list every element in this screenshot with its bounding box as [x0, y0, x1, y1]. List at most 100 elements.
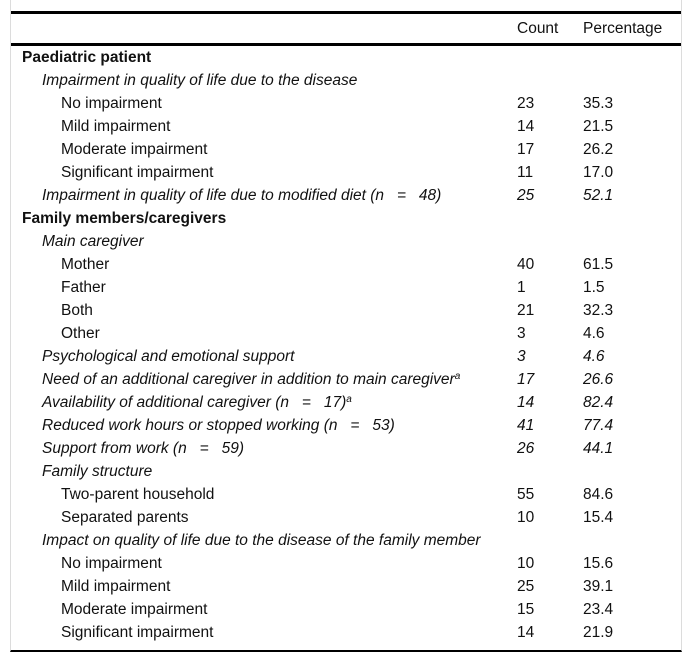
row-label-text: Impairment in quality of life due to mod… [42, 186, 442, 204]
table-row: Need of an additional caregiver in addit… [11, 368, 681, 391]
footnote-marker: a [454, 370, 461, 382]
table-row: No impairment 10 15.6 [11, 552, 681, 575]
row-label-text: Two-parent household [61, 485, 215, 503]
row-percentage: 1.5 [583, 278, 605, 296]
row-count: 25 [517, 186, 535, 204]
row-count: 14 [517, 393, 535, 411]
row-count: 1 [517, 278, 526, 296]
table-row: Moderate impairment 15 23.4 [11, 598, 681, 621]
row-count: 21 [517, 301, 535, 319]
row-percentage: 26.2 [583, 140, 614, 158]
row-label-text: Mild impairment [61, 117, 171, 135]
table-row: Both 21 32.3 [11, 299, 681, 322]
row-percentage: 35.3 [583, 94, 614, 112]
row-label-text: Reduced work hours or stopped working (n… [42, 416, 395, 434]
row-label-text: Both [61, 301, 93, 319]
row-count: 40 [517, 255, 535, 273]
row-label-text: Mild impairment [61, 577, 171, 595]
table-header-row: Count Percentage [11, 14, 681, 43]
row-label: Impairment in quality of life due to the… [11, 72, 517, 90]
row-label: Mild impairment [11, 578, 517, 596]
row-label: Reduced work hours or stopped working (n… [11, 417, 517, 435]
row-label: Family members/caregivers [11, 210, 517, 228]
row-count: 3 [517, 347, 526, 365]
row-count: 15 [517, 600, 535, 618]
row-percentage: 21.9 [583, 623, 614, 641]
table-row: Father 1 1.5 [11, 276, 681, 299]
footnote-marker: a [346, 393, 352, 405]
row-percentage: 32.3 [583, 301, 614, 319]
row-label: Impact on quality of life due to the dis… [11, 532, 517, 550]
table-top-rule [11, 11, 681, 14]
row-label-text: Impact on quality of life due to the dis… [42, 531, 481, 549]
row-count: 26 [517, 439, 535, 457]
row-percentage: 77.4 [583, 416, 614, 434]
row-percentage: 61.5 [583, 255, 614, 273]
row-label: No impairment [11, 95, 517, 113]
row-count: 17 [517, 370, 535, 388]
table-row: Two-parent household 55 84.6 [11, 483, 681, 506]
row-label-text: Family members/caregivers [22, 209, 227, 227]
row-percentage: 52.1 [583, 186, 614, 204]
row-label: Mild impairment [11, 118, 517, 136]
row-count: 17 [517, 140, 535, 158]
row-label-text: Significant impairment [61, 163, 214, 181]
row-percentage: 44.1 [583, 439, 614, 457]
table-row: Family structure [11, 460, 681, 483]
header-separator-rule [11, 43, 681, 46]
row-count: 14 [517, 623, 535, 641]
table-row: Mother 40 61.5 [11, 253, 681, 276]
row-label: Support from work (n = 59) [11, 440, 517, 458]
row-label-text: Moderate impairment [61, 600, 208, 618]
row-count: 14 [517, 117, 535, 135]
row-label-text: Main caregiver [42, 232, 144, 250]
row-percentage: 17.0 [583, 163, 614, 181]
row-label: Main caregiver [11, 233, 517, 251]
row-label: Both [11, 302, 517, 320]
row-percentage: 84.6 [583, 485, 614, 503]
row-label: Need of an additional caregiver in addit… [11, 371, 517, 389]
row-label: Moderate impairment [11, 601, 517, 619]
row-percentage: 82.4 [583, 393, 614, 411]
row-label-text: Moderate impairment [61, 140, 208, 158]
table-row: Impact on quality of life due to the dis… [11, 529, 681, 552]
row-label-text: No impairment [61, 94, 162, 112]
row-label-text: Family structure [42, 462, 153, 480]
row-label: Psychological and emotional support [11, 348, 517, 366]
summary-table: Count Percentage Paediatric patient Impai… [10, 0, 682, 652]
table-row: Main caregiver [11, 230, 681, 253]
row-percentage: 15.4 [583, 508, 614, 526]
table-row: Paediatric patient [11, 46, 681, 69]
row-label: Availability of additional caregiver (n … [11, 394, 517, 412]
table-row: Family members/caregivers [11, 207, 681, 230]
table-row: Reduced work hours or stopped working (n… [11, 414, 681, 437]
row-label: Impairment in quality of life due to mod… [11, 187, 517, 205]
column-header-percentage: Percentage [583, 19, 663, 37]
row-label-text: Separated parents [61, 508, 189, 526]
row-label-text: Father [61, 278, 106, 296]
row-label: Separated parents [11, 509, 517, 527]
row-count: 10 [517, 508, 535, 526]
row-label: Two-parent household [11, 486, 517, 504]
row-count: 11 [517, 163, 534, 181]
row-label-text: Significant impairment [61, 623, 214, 641]
row-label-text: Other [61, 324, 100, 342]
row-percentage: 21.5 [583, 117, 614, 135]
row-label-text: No impairment [61, 554, 162, 572]
table-row: Psychological and emotional support 3 4.6 [11, 345, 681, 368]
row-percentage: 23.4 [583, 600, 614, 618]
bottom-pad [11, 644, 681, 650]
row-label: Mother [11, 256, 517, 274]
table-row: Other 3 4.6 [11, 322, 681, 345]
row-label: No impairment [11, 555, 517, 573]
table-row: Separated parents 10 15.4 [11, 506, 681, 529]
row-label: Paediatric patient [11, 49, 517, 67]
row-label-text: Need of an additional caregiver in addit… [42, 370, 455, 388]
row-label: Family structure [11, 463, 517, 481]
table-body: Paediatric patient Impairment in quality … [11, 46, 681, 644]
row-label: Moderate impairment [11, 141, 517, 159]
table-row: Significant impairment 14 21.9 [11, 621, 681, 644]
row-count: 23 [517, 94, 535, 112]
row-count: 10 [517, 554, 535, 572]
